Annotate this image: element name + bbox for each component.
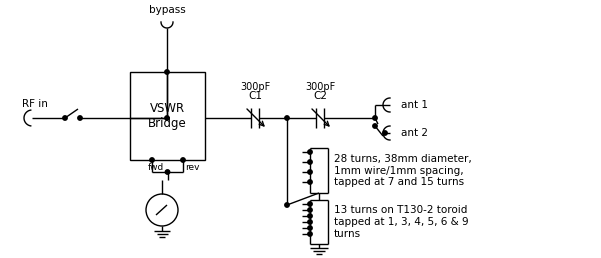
Bar [130, 72, 205, 160]
Circle shape [308, 170, 312, 174]
Text: 13 turns on T130-2 toroid
tapped at 1, 3, 4, 5, 6 & 9
turns: 13 turns on T130-2 toroid tapped at 1, 3… [334, 205, 469, 239]
Circle shape [165, 70, 169, 74]
Circle shape [78, 116, 82, 120]
Text: 300pF: 300pF [305, 82, 335, 92]
Circle shape [63, 116, 67, 120]
Circle shape [285, 116, 289, 120]
Circle shape [308, 160, 312, 164]
Circle shape [165, 170, 169, 174]
Text: C1: C1 [248, 91, 262, 101]
Text: RF in: RF in [22, 99, 48, 109]
Circle shape [383, 131, 387, 135]
Circle shape [308, 208, 312, 212]
Text: bypass: bypass [148, 5, 185, 15]
Text: ant 2: ant 2 [401, 128, 428, 138]
Circle shape [308, 150, 312, 154]
Circle shape [165, 116, 169, 120]
Circle shape [308, 214, 312, 218]
Circle shape [308, 232, 312, 236]
Circle shape [181, 158, 185, 162]
Text: rev: rev [185, 163, 200, 172]
Text: VSWR
Bridge: VSWR Bridge [148, 102, 187, 130]
Circle shape [308, 226, 312, 230]
Text: ant 1: ant 1 [401, 100, 428, 110]
Circle shape [373, 124, 377, 128]
Circle shape [308, 220, 312, 224]
Circle shape [285, 203, 289, 207]
Circle shape [373, 116, 377, 120]
Text: 28 turns, 38mm diameter,
1mm wire/1mm spacing,
tapped at 7 and 15 turns: 28 turns, 38mm diameter, 1mm wire/1mm sp… [334, 154, 472, 187]
Text: 300pF: 300pF [240, 82, 270, 92]
Text: C2: C2 [313, 91, 327, 101]
Circle shape [308, 202, 312, 206]
Text: fwd: fwd [148, 163, 164, 172]
Circle shape [308, 180, 312, 184]
Circle shape [150, 158, 154, 162]
